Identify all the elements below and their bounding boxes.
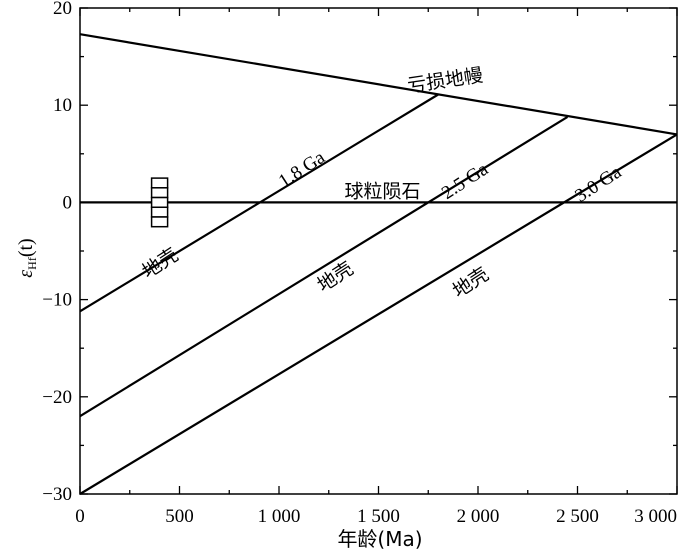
y-axis-title: εHf(t) xyxy=(15,238,39,277)
data-box-cell xyxy=(150,177,169,189)
svg-text:εHf(t): εHf(t) xyxy=(15,238,39,277)
plot-lines xyxy=(79,33,678,495)
y-tick-label: −10 xyxy=(42,290,72,311)
y-tick-label: 0 xyxy=(63,192,73,213)
data-box-cell xyxy=(150,206,169,218)
y-tick-label: 10 xyxy=(53,95,72,116)
annotation-label: 3.0 Ga xyxy=(571,161,625,207)
data-box-cell xyxy=(150,187,169,199)
data-box-cell xyxy=(150,216,169,228)
annotation-label: 地壳 xyxy=(449,263,493,302)
y-axis-title-paren: (t) xyxy=(15,238,37,257)
x-tick-label: 0 xyxy=(75,506,85,527)
annotation-label: 地壳 xyxy=(138,244,182,283)
x-tick-label: 1 500 xyxy=(357,506,400,527)
annotation-label: 2.5 Ga xyxy=(438,158,492,204)
y-axis-title-sub: Hf xyxy=(25,257,39,270)
x-tick-label: 2 500 xyxy=(556,506,599,527)
y-tick-label: −20 xyxy=(42,387,72,408)
axis-ticks xyxy=(79,7,678,495)
data-box-cell xyxy=(150,196,169,209)
annotation-label: 地壳 xyxy=(314,257,358,296)
data-box xyxy=(150,177,169,228)
x-tick-label: 3 000 xyxy=(634,506,677,527)
annotation-label: 亏损地幔 xyxy=(406,64,484,97)
annotation-label: 球粒陨石 xyxy=(344,181,420,203)
annotation-label: 1.8 Ga xyxy=(275,147,329,193)
y-tick-label: 20 xyxy=(53,0,72,19)
series-line-4 xyxy=(79,133,678,495)
series-line-3 xyxy=(79,115,569,418)
x-axis-title: 年龄(Ma) xyxy=(337,527,422,551)
x-tick-label: 2 000 xyxy=(457,506,500,527)
series-line-0 xyxy=(79,33,678,136)
x-tick-label: 500 xyxy=(165,506,194,527)
y-tick-label: −30 xyxy=(42,484,72,505)
y-axis-title-main: ε xyxy=(15,270,37,278)
series-line-2 xyxy=(79,93,439,313)
x-tick-labels: 0 500 1 000 1 500 2 000 2 500 3 000 xyxy=(75,506,677,527)
x-tick-label: 1 000 xyxy=(258,506,301,527)
y-tick-labels: −30 −20 −10 0 10 20 xyxy=(42,0,72,505)
